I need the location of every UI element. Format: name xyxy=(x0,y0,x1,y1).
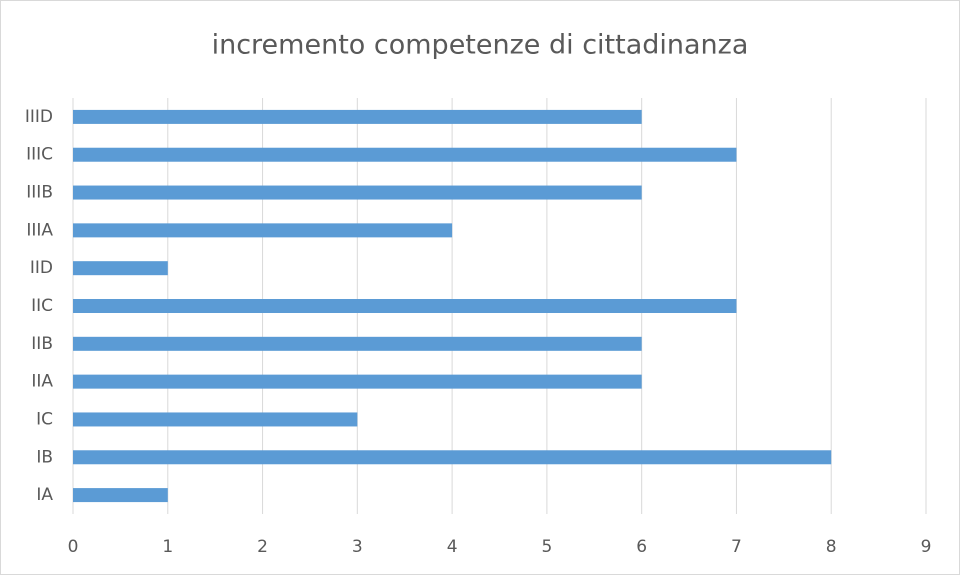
bar xyxy=(73,450,832,465)
y-tick-label: IIB xyxy=(31,334,53,354)
y-tick-label: IIIC xyxy=(26,145,53,165)
x-tick-label: 6 xyxy=(636,537,647,557)
y-tick-label: IA xyxy=(36,485,53,505)
x-tick-label: 1 xyxy=(162,537,173,557)
y-tick-label: IIC xyxy=(31,296,53,316)
y-tick-label: IIID xyxy=(25,107,53,127)
x-tick-label: 7 xyxy=(731,537,742,557)
x-tick-label: 3 xyxy=(352,537,363,557)
y-tick-label: IIIB xyxy=(26,183,53,203)
y-tick-label: IC xyxy=(36,409,53,429)
bar xyxy=(73,299,737,313)
x-tick-label: 0 xyxy=(68,537,79,557)
x-tick-label: 5 xyxy=(541,537,552,557)
bar xyxy=(73,185,642,200)
y-tick-label: IIIA xyxy=(26,220,53,240)
x-tick-label: 2 xyxy=(257,537,268,557)
bar xyxy=(73,488,168,503)
bar xyxy=(73,147,737,162)
y-tick-label: IIA xyxy=(31,372,53,392)
bar xyxy=(73,109,642,124)
x-tick-label: 8 xyxy=(826,537,837,557)
bar xyxy=(73,374,642,389)
y-tick-label: IB xyxy=(36,447,53,467)
x-tick-label: 4 xyxy=(447,537,458,557)
bar xyxy=(73,261,168,276)
chart-title: incremento competenze di cittadinanza xyxy=(212,30,749,61)
bar xyxy=(73,412,358,427)
x-tick-label: 9 xyxy=(921,537,932,557)
bar xyxy=(73,336,642,351)
bar xyxy=(73,223,453,238)
y-tick-label: IID xyxy=(30,258,53,278)
